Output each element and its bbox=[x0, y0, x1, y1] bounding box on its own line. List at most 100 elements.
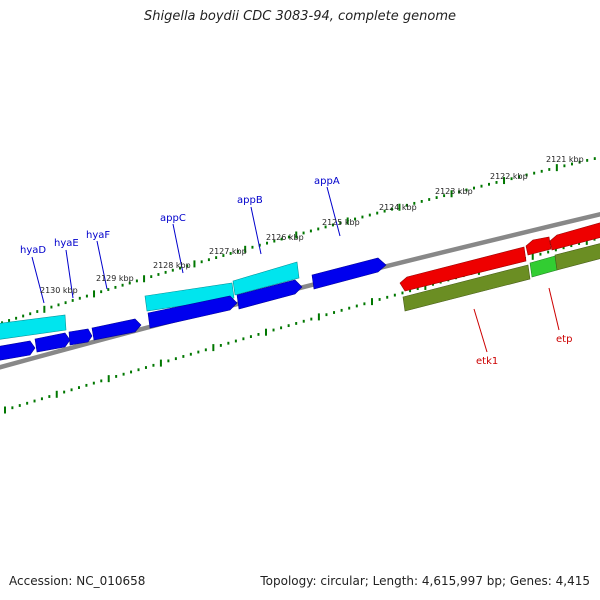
label-leader-3 bbox=[172, 223, 184, 274]
gene-feature-appb-body bbox=[236, 279, 303, 310]
outer-tick bbox=[593, 157, 596, 160]
inner-tick bbox=[174, 357, 177, 361]
outer-tick bbox=[435, 196, 438, 199]
inner-tick bbox=[167, 359, 170, 363]
label-leader-5 bbox=[326, 186, 341, 237]
outer-tick-ring bbox=[1, 157, 596, 325]
inner-tick bbox=[85, 383, 88, 387]
outer-tick bbox=[398, 203, 401, 211]
outer-tick bbox=[222, 254, 225, 257]
scale-label: 2128 kbp bbox=[153, 261, 191, 270]
outer-tick bbox=[15, 316, 18, 320]
outer-tick bbox=[85, 294, 88, 298]
gene-feature-hyaf bbox=[68, 328, 93, 346]
gene-label-hyaD: hyaD bbox=[20, 245, 46, 256]
outer-tick bbox=[383, 209, 386, 213]
inner-tick bbox=[562, 246, 565, 250]
inner-tick bbox=[578, 242, 581, 245]
outer-tick bbox=[525, 173, 528, 177]
gene-feature-appb bbox=[236, 279, 303, 310]
gene-feature-etp-green bbox=[529, 255, 558, 278]
gene-feature-hya-cluster-body bbox=[91, 318, 142, 341]
outer-tick bbox=[376, 211, 379, 215]
outer-tick bbox=[309, 229, 312, 233]
outer-tick bbox=[266, 241, 269, 245]
label-leader-7 bbox=[548, 287, 560, 331]
outer-tick bbox=[420, 200, 423, 203]
outer-tick bbox=[331, 223, 334, 227]
outer-tick bbox=[143, 275, 146, 283]
inner-tick bbox=[531, 252, 534, 260]
inner-tick bbox=[48, 395, 51, 398]
outer-tick bbox=[533, 171, 536, 175]
gene-feature-olive-3 bbox=[554, 243, 600, 271]
inner-tick bbox=[547, 250, 550, 254]
gene-feature-hya-forward bbox=[0, 314, 67, 340]
outer-tick bbox=[57, 303, 60, 307]
outer-tick bbox=[273, 239, 276, 243]
gene-feature-hya-cluster bbox=[91, 318, 142, 341]
inner-tick bbox=[55, 390, 58, 398]
gene-label-appB: appB bbox=[237, 195, 263, 206]
inner-tick bbox=[264, 328, 267, 336]
gene-label-hyaE: hyaE bbox=[54, 238, 79, 249]
outer-tick bbox=[8, 319, 11, 322]
outer-tick bbox=[473, 186, 476, 190]
outer-tick bbox=[244, 245, 247, 253]
inner-tick bbox=[386, 295, 389, 299]
inner-tick bbox=[26, 401, 29, 405]
inner-tick bbox=[197, 350, 200, 354]
gene-feature-appc bbox=[147, 295, 238, 329]
inner-tick bbox=[159, 359, 162, 367]
inner-tick bbox=[272, 328, 275, 332]
inner-tick bbox=[310, 317, 313, 321]
inner-tick bbox=[115, 375, 118, 378]
gene-feature-hyae bbox=[34, 332, 71, 353]
outer-tick bbox=[280, 237, 283, 241]
gene-feature-etk1-olive bbox=[402, 264, 531, 312]
outer-tick bbox=[200, 260, 203, 264]
inner-tick bbox=[378, 298, 381, 301]
label-leader-0 bbox=[31, 256, 45, 304]
scale-label: 2125 kbp bbox=[322, 218, 360, 227]
inner-tick bbox=[152, 363, 155, 367]
inner-tick bbox=[570, 244, 573, 248]
outer-tick bbox=[114, 285, 117, 289]
outer-tick bbox=[391, 207, 394, 211]
scale-label: 2130 kbp bbox=[40, 286, 78, 295]
inner-tick bbox=[348, 306, 351, 310]
outer-tick bbox=[339, 221, 342, 225]
scale-label: 2121 kbp bbox=[546, 155, 584, 164]
outer-tick bbox=[236, 249, 239, 253]
inner-tick bbox=[212, 344, 215, 352]
outer-tick bbox=[450, 190, 453, 198]
outer-tick bbox=[135, 279, 138, 283]
outer-tick bbox=[128, 281, 131, 285]
accession-text: Accession: NC_010658 bbox=[9, 574, 146, 588]
inner-tick bbox=[333, 311, 336, 314]
outer-tick bbox=[324, 225, 327, 229]
outer-tick bbox=[229, 252, 232, 255]
gene-feature-appc-forward bbox=[144, 282, 235, 312]
gene-feature-hyae-body bbox=[34, 332, 71, 353]
outer-tick bbox=[36, 310, 39, 313]
outer-tick bbox=[548, 168, 551, 171]
gene-feature-etk1-olive-body bbox=[402, 264, 531, 312]
gene-label-etp: etp bbox=[556, 334, 572, 345]
outer-tick bbox=[29, 312, 32, 316]
inner-tick bbox=[424, 282, 427, 290]
inner-tick bbox=[249, 335, 252, 339]
outer-tick bbox=[503, 177, 506, 185]
label-leader-4 bbox=[250, 206, 262, 255]
outer-tick bbox=[302, 231, 305, 235]
outer-tick bbox=[563, 164, 566, 168]
gene-feature-red-3 bbox=[549, 222, 600, 251]
outer-tick bbox=[78, 296, 81, 300]
gene-feature-etp-green-body bbox=[529, 255, 558, 278]
inner-tick bbox=[63, 390, 66, 394]
inner-tick bbox=[107, 375, 110, 383]
label-leader-6 bbox=[473, 308, 488, 353]
outer-tick bbox=[171, 268, 174, 272]
inner-tick bbox=[371, 298, 374, 306]
